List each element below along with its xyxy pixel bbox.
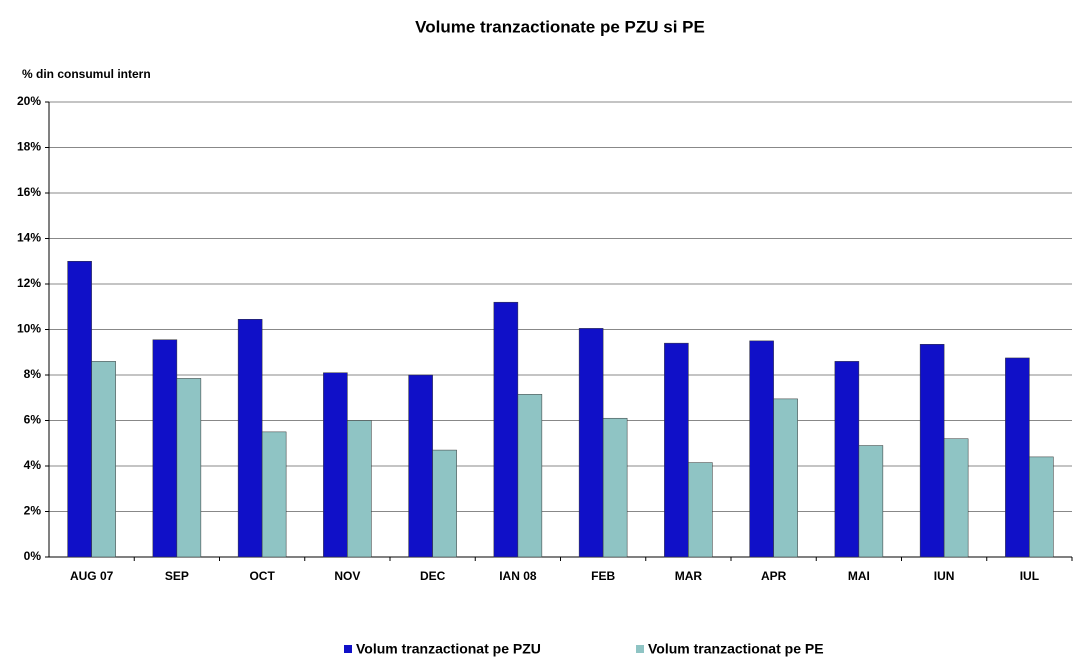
legend-label: Volum tranzactionat pe PE <box>648 641 824 657</box>
bar <box>323 372 348 558</box>
x-tick-label: AUG 07 <box>70 569 114 583</box>
x-tick-label: MAI <box>848 569 870 583</box>
x-tick-label: DEC <box>420 569 446 583</box>
x-tick-label: NOV <box>334 569 360 583</box>
bar <box>237 319 263 558</box>
legend-swatch <box>636 645 644 653</box>
y-tick-label: 0% <box>24 549 42 563</box>
bar <box>432 449 457 558</box>
bar <box>91 361 116 558</box>
x-tick-label: SEP <box>165 569 189 583</box>
y-tick-label: 8% <box>24 367 42 381</box>
bar <box>347 420 372 558</box>
bar <box>858 445 884 558</box>
y-tick-label: 14% <box>17 231 41 245</box>
bar <box>67 261 92 558</box>
bar <box>408 374 433 558</box>
x-tick-label: MAR <box>675 569 703 583</box>
bar <box>261 431 287 558</box>
y-axis-label: % din consumul intern <box>22 67 151 81</box>
x-tick-label: APR <box>761 569 787 583</box>
legend-swatch <box>344 645 352 653</box>
x-tick-label: OCT <box>249 569 275 583</box>
y-tick-label: 6% <box>24 413 42 427</box>
y-tick-label: 2% <box>24 504 42 518</box>
bar <box>517 394 543 558</box>
bar <box>773 398 798 558</box>
bar <box>664 342 689 558</box>
bar <box>1005 357 1030 558</box>
bar <box>919 344 945 558</box>
y-tick-label: 16% <box>17 185 41 199</box>
x-tick-label: IAN 08 <box>499 569 537 583</box>
bar <box>176 378 202 558</box>
y-tick-label: 12% <box>17 276 41 290</box>
bar <box>834 361 860 558</box>
bar <box>578 328 604 558</box>
x-tick-label: IUN <box>934 569 955 583</box>
bar <box>688 462 713 558</box>
x-tick-label: IUL <box>1020 569 1039 583</box>
bar <box>943 438 969 558</box>
bar <box>602 417 628 558</box>
chart-title: Volume tranzactionate pe PZU si PE <box>415 17 705 36</box>
y-tick-label: 4% <box>24 458 42 472</box>
y-tick-label: 10% <box>17 322 41 336</box>
y-tick-label: 20% <box>17 94 41 108</box>
legend-label: Volum tranzactionat pe PZU <box>356 641 541 657</box>
bar <box>1029 456 1054 558</box>
bar <box>749 340 774 558</box>
y-tick-label: 18% <box>17 140 41 154</box>
x-tick-label: FEB <box>591 569 615 583</box>
bar <box>152 339 178 558</box>
bar <box>493 301 519 558</box>
